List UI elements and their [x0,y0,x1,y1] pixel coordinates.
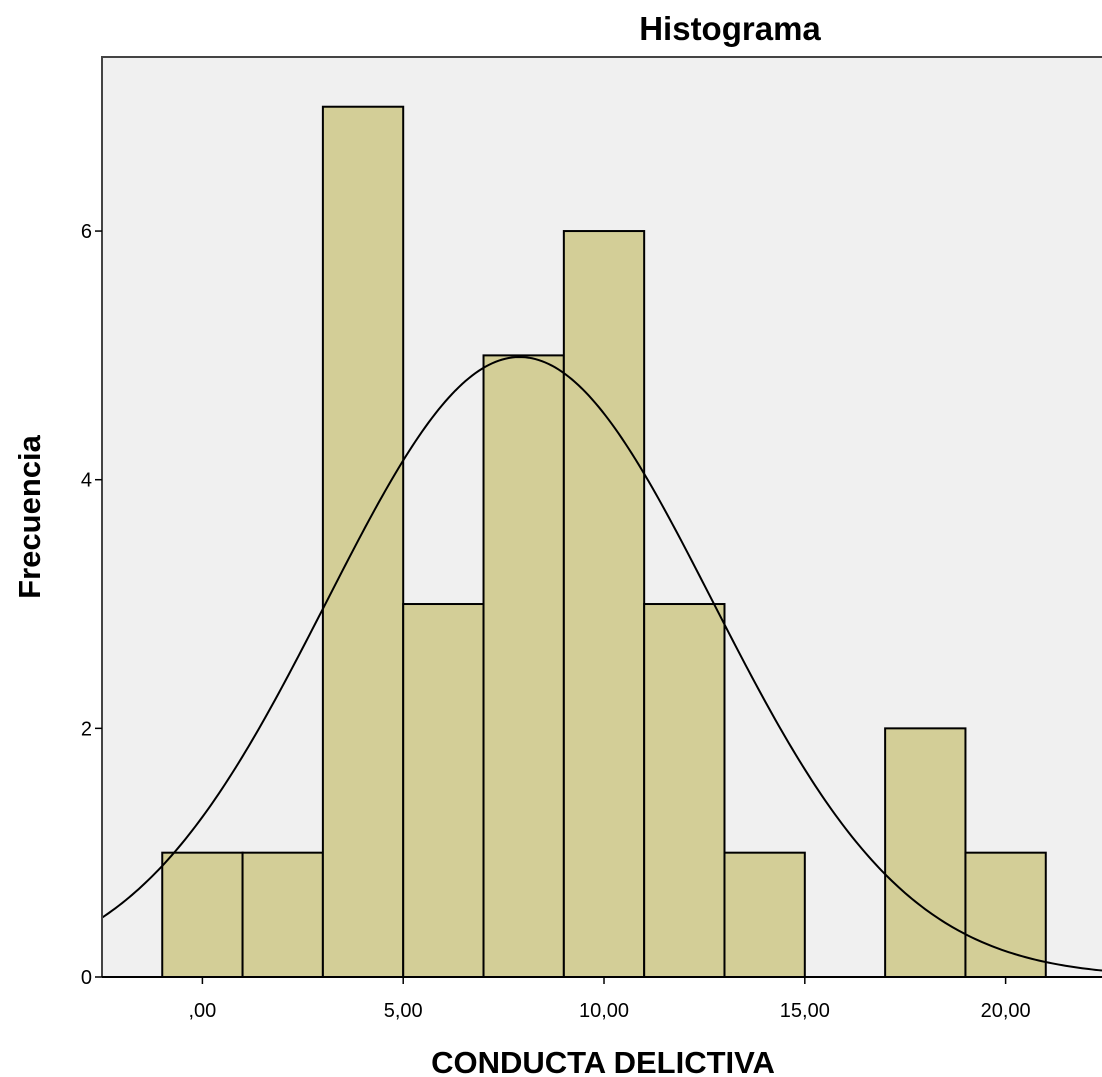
y-tick-label: 6 [81,221,92,243]
histogram-bar [241,851,324,978]
x-tick-label: 20,00 [981,1000,1031,1022]
plot-frame [101,56,1102,977]
histogram-bar [723,851,806,978]
histogram-bar [321,105,405,978]
x-tick-label: 15,00 [780,1000,830,1022]
histogram-bar [964,851,1047,978]
x-axis-title: CONDUCTA DELICTIVA [431,1045,775,1077]
x-tick-label: 5,00 [384,1000,423,1022]
y-tick-label: 4 [81,470,92,492]
chart-title: Histograma [639,10,821,47]
y-tick-label: 0 [81,967,92,989]
y-axis-title: Frecuencia [12,434,47,598]
axes-layer: 0 2 4 6 ,00 5,00 10,00 15,00 20,00 [81,56,1102,1022]
histogram-bar [482,354,565,979]
histogram-bar [562,230,646,978]
x-tick-label: 10,00 [579,1000,629,1022]
histogram-bar [643,603,726,978]
histogram-bar [161,851,244,978]
bars-layer [161,105,1047,979]
histogram-bar [884,727,967,979]
y-tick-label: 2 [81,718,92,740]
normal-curve [101,356,1102,972]
histogram-bar [402,603,485,978]
x-tick-label: ,00 [188,1000,216,1022]
